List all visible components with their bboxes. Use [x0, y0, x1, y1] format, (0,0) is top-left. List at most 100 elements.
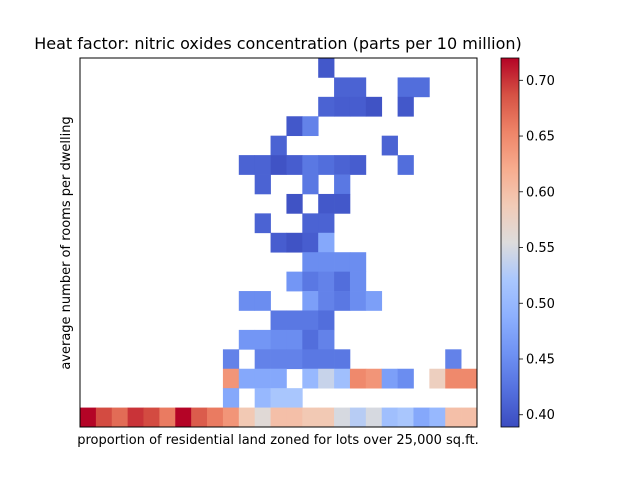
heatmap-cell	[302, 310, 319, 331]
heatmap-cell	[349, 407, 367, 428]
heatmap-cell	[445, 368, 462, 389]
heatmap-cell	[318, 232, 335, 253]
heatmap-cell	[286, 407, 303, 428]
heatmap-cell	[334, 193, 351, 214]
heatmap-cells	[80, 58, 478, 428]
heatmap-cell	[334, 368, 351, 389]
heatmap-cell	[270, 368, 287, 389]
heatmap-cell	[254, 388, 271, 408]
heatmap-cell	[270, 407, 287, 428]
heatmap-cell	[270, 155, 287, 175]
heatmap-cell	[286, 193, 303, 214]
heatmap-cell	[270, 349, 287, 370]
heatmap-cell	[254, 291, 271, 311]
colorbar-ticks: 0.40 0.45 0.50 0.55 0.60 0.65 0.70	[519, 74, 555, 423]
heatmap-cell	[318, 407, 335, 428]
heatmap-cell	[302, 368, 319, 389]
heatmap-cell	[397, 77, 414, 98]
heatmap-cell	[286, 232, 303, 253]
heatmap-cell	[381, 407, 398, 428]
heatmap-cell	[318, 193, 335, 214]
heatmap-cell	[334, 252, 351, 272]
heatmap-cell	[318, 310, 335, 331]
heatmap-cell	[334, 96, 351, 117]
heatmap-cell	[397, 155, 414, 175]
heatmap-cell	[222, 388, 240, 408]
heatmap-cell	[397, 407, 414, 428]
heatmap-cell	[349, 96, 367, 117]
heatmap-cell	[238, 329, 256, 350]
heatmap-cell	[318, 329, 335, 350]
heatmap-cell	[270, 310, 287, 331]
heatmap-cell	[334, 349, 351, 370]
heatmap-cell	[254, 213, 271, 234]
heatmap-cell	[222, 368, 240, 389]
heatmap-cell	[461, 368, 478, 389]
heatmap-cell	[286, 155, 303, 175]
heatmap-cell	[302, 271, 319, 292]
heatmap-cell	[334, 291, 351, 311]
heatmap-cell	[429, 368, 446, 389]
heatmap-cell	[254, 155, 271, 175]
heatmap-cell	[318, 349, 335, 370]
colorbar-tick-label: 0.65	[526, 130, 555, 145]
heatmap-cell	[95, 407, 113, 428]
heatmap-cell	[111, 407, 128, 428]
heatmap-cell	[191, 407, 208, 428]
heatmap-cell	[286, 310, 303, 331]
heatmap-cell	[286, 329, 303, 350]
heatmap-cell	[318, 252, 335, 272]
heatmap-cell	[302, 116, 319, 137]
heatmap-cell	[159, 407, 176, 428]
chart-title: Heat factor: nitric oxides concentration…	[34, 34, 522, 53]
heatmap-cell	[334, 407, 351, 428]
heatmap-cell	[334, 77, 351, 98]
heatmap-cell	[318, 368, 335, 389]
heatmap-cell	[286, 116, 303, 137]
heatmap-cell	[318, 291, 335, 311]
heatmap-cell	[222, 407, 240, 428]
heatmap-cell	[302, 252, 319, 272]
heatmap-cell	[413, 407, 430, 428]
heatmap-cell	[270, 329, 287, 350]
heatmap-cell	[175, 407, 192, 428]
colorbar-tick-label: 0.45	[526, 353, 555, 368]
heatmap-cell	[413, 77, 430, 98]
heatmap-cell	[334, 155, 351, 175]
colorbar-tick-label: 0.40	[526, 408, 555, 423]
colorbar	[500, 57, 520, 428]
heatmap-cell	[302, 232, 319, 253]
colorbar-tick-label: 0.50	[526, 297, 555, 312]
heatmap-cell	[334, 271, 351, 292]
heatmap-cell	[254, 407, 271, 428]
heatmap-cell	[143, 407, 160, 428]
heatmap-cell	[445, 407, 462, 428]
heatmap-cell	[349, 271, 367, 292]
heatmap-cell	[365, 291, 383, 311]
heatmap-cell	[349, 77, 367, 98]
plot-frame	[79, 57, 478, 428]
heatmap-cell	[238, 368, 256, 389]
heatmap-cell	[318, 155, 335, 175]
heatmap-cell	[302, 291, 319, 311]
heatmap-cell	[270, 388, 287, 408]
heatmap-cell	[365, 96, 383, 117]
heatmap-cell	[286, 388, 303, 408]
heatmap-cell	[318, 271, 335, 292]
heatmap-cell	[270, 232, 287, 253]
heatmap-cell	[254, 329, 271, 350]
heatmap-cell	[127, 407, 144, 428]
heatmap-cell	[286, 271, 303, 292]
heatmap-cell	[429, 407, 446, 428]
heatmap-cell	[302, 174, 319, 195]
heatmap-cell	[381, 368, 398, 389]
heatmap-cell	[238, 407, 256, 428]
heatmap-cell	[318, 58, 335, 78]
heatmap-cell	[80, 407, 97, 428]
colorbar-tick-label: 0.70	[526, 74, 555, 89]
heatmap-cell	[302, 155, 319, 175]
heatmap-cell	[445, 349, 462, 370]
heatmap-cell	[381, 135, 398, 156]
heatmap-cell	[318, 96, 335, 117]
heatmap-cell	[254, 368, 271, 389]
